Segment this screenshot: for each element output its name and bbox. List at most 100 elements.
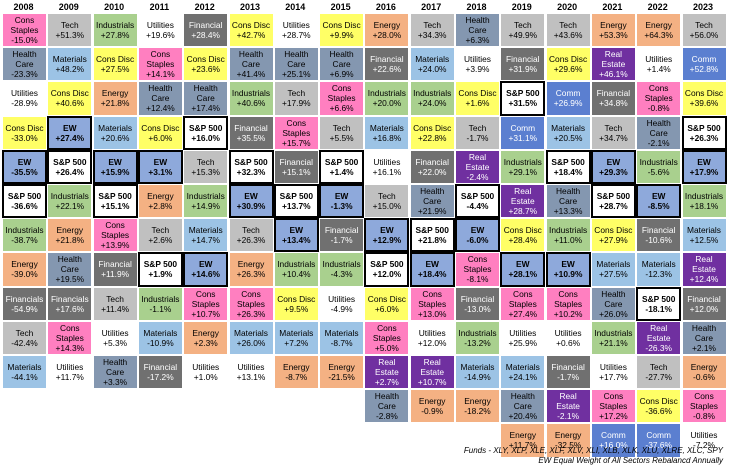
sector-label: Care xyxy=(513,401,532,412)
year-header-2020: 2020 xyxy=(557,2,578,12)
return-value: +12.4% xyxy=(146,103,175,114)
sector-label: Utilities xyxy=(418,327,446,338)
cell-2015-sandp-500: S&P 500 +1.4% xyxy=(319,149,365,184)
return-value: +26.4% xyxy=(55,166,85,177)
cell-2017-sandp-500: S&P 500 +21.8% xyxy=(409,218,455,253)
sector-label: Utilities xyxy=(237,362,265,373)
return-value: +17.9% xyxy=(689,166,719,177)
return-value: +12.0% xyxy=(689,303,719,314)
return-value: +5.3% xyxy=(103,337,128,348)
cell-2015-cons-staples: Cons Staples +6.6% xyxy=(319,81,365,116)
sector-label: Cons Disc xyxy=(639,396,678,407)
sector-label: Real xyxy=(514,186,532,197)
cell-2019-sandp-500: S&P 500 +31.5% xyxy=(500,81,546,116)
sector-label: Energy xyxy=(645,20,672,31)
sector-label: Staples xyxy=(690,401,718,412)
sector-label: Cons xyxy=(558,288,578,299)
cell-2017-health-care: Health Care +21.9% xyxy=(409,184,455,219)
cell-2008-health-care: Health Care -23.3% xyxy=(2,47,47,82)
sector-label: Estate xyxy=(646,332,671,343)
return-value: +11.4% xyxy=(101,303,130,314)
cell-2023-sandp-500: S&P 500 +26.3% xyxy=(681,115,727,150)
sector-label: Materials xyxy=(324,327,359,338)
sector-label: S&P 500 xyxy=(279,191,313,202)
return-value: +28.1% xyxy=(508,269,538,280)
cell-2008-ew: EW -35.5% xyxy=(2,149,47,184)
return-value: +2.6% xyxy=(148,235,173,246)
cell-2008-cons-staples: Cons Staples -15.0% xyxy=(2,13,47,48)
return-value: +10.7% xyxy=(191,308,220,319)
return-value: +1.4% xyxy=(329,166,354,177)
sector-label: Care xyxy=(106,367,125,378)
cell-2023-real-estate: Real Estate +12.4% xyxy=(681,252,727,287)
return-value: +13.9% xyxy=(100,240,130,251)
cell-2018-materials: Materials -14.9% xyxy=(455,355,500,390)
return-value: +17.6% xyxy=(55,303,85,314)
return-value: +1.0% xyxy=(193,372,218,383)
cell-2021-cons-staples: Cons Staples +17.2% xyxy=(590,389,636,424)
sector-label: Industrials xyxy=(413,88,452,99)
sector-label: EW xyxy=(17,156,32,167)
cell-2016-industrials: Industrials +20.0% xyxy=(364,81,410,116)
cell-2009-financials: Financials +17.6% xyxy=(47,286,93,321)
sector-label: Tech xyxy=(196,156,215,167)
cell-2009-health-care: Health Care +19.5% xyxy=(47,252,93,287)
footnote-ew: EW Equal Weight of All Sectors Rebalancd… xyxy=(538,456,723,465)
return-value: -8.7% xyxy=(330,337,353,348)
cell-2016-real-estate: Real Estate +2.7% xyxy=(364,355,410,390)
sector-label: Care xyxy=(287,59,306,70)
cell-2019-materials: Materials +24.1% xyxy=(500,355,546,390)
sector-label: Utilities xyxy=(328,293,356,304)
sector-label: Cons Disc xyxy=(141,122,180,133)
sector-label: Cons xyxy=(694,391,714,402)
cell-2009-energy: Energy +21.8% xyxy=(47,218,93,253)
cell-2017-financial: Financial +22.0% xyxy=(409,149,455,184)
return-value: +2.8% xyxy=(148,201,173,212)
return-value: -17.2% xyxy=(147,372,174,383)
sector-label: Tech xyxy=(60,20,79,31)
sector-label: Care xyxy=(15,59,34,70)
cell-2017-real-estate: Real Estate +10.7% xyxy=(409,355,455,390)
sector-label: Comm xyxy=(646,430,672,441)
year-header-2022: 2022 xyxy=(647,2,668,12)
cell-2017-ew: EW +18.4% xyxy=(409,252,455,287)
sector-label: Financial xyxy=(370,54,404,65)
cell-2021-utilities: Utilities +17.7% xyxy=(590,355,636,390)
sector-label: Tech xyxy=(423,20,442,31)
return-value: -36.6% xyxy=(645,406,672,417)
return-value: +17.4% xyxy=(191,103,220,114)
cell-2019-health-care: Health Care +20.4% xyxy=(500,389,546,424)
sector-label: Cons Disc xyxy=(684,88,724,99)
sector-label: EW xyxy=(108,156,122,167)
return-value: +26.3% xyxy=(236,235,266,246)
sector-label: Energy xyxy=(373,20,401,31)
sector-label: Health xyxy=(646,117,671,128)
return-value: +10.7% xyxy=(417,377,447,388)
return-value: +51.3% xyxy=(55,30,85,41)
cell-2022-cons-disc: Cons Disc -36.6% xyxy=(636,389,682,424)
cell-2011-cons-disc: Cons Disc +6.0% xyxy=(137,115,183,150)
sector-label: Energy xyxy=(690,362,718,373)
cell-2015-energy: Energy -21.5% xyxy=(319,355,365,390)
return-value: +10.4% xyxy=(281,269,311,280)
cell-2017-cons-disc: Cons Disc +22.8% xyxy=(409,115,455,150)
return-value: +21.1% xyxy=(599,337,628,348)
sector-label: Cons Disc xyxy=(413,122,452,133)
sector-label: Utilities xyxy=(509,327,537,338)
sector-label: Cons Disc xyxy=(458,88,497,99)
cell-2008-sandp-500: S&P 500 -36.6% xyxy=(2,184,47,219)
sector-label: Tech xyxy=(106,293,124,304)
cell-2011-tech: Tech +2.6% xyxy=(137,218,183,253)
sector-label: Comm xyxy=(510,122,536,133)
return-value: +26.9% xyxy=(553,98,583,109)
sector-label: Energy xyxy=(147,191,174,202)
return-value: +27.5% xyxy=(100,64,130,75)
return-value: -4.3% xyxy=(330,269,353,280)
sector-label: Tech xyxy=(15,327,34,338)
cell-2022-energy: Energy +64.3% xyxy=(636,13,682,48)
sector-label: Cons xyxy=(603,391,624,402)
sector-label: Tech xyxy=(332,122,351,133)
sector-label: Estate xyxy=(601,59,626,70)
cell-2021-health-care: Health Care +26.0% xyxy=(590,286,636,321)
sector-label: Utilities xyxy=(599,362,627,373)
